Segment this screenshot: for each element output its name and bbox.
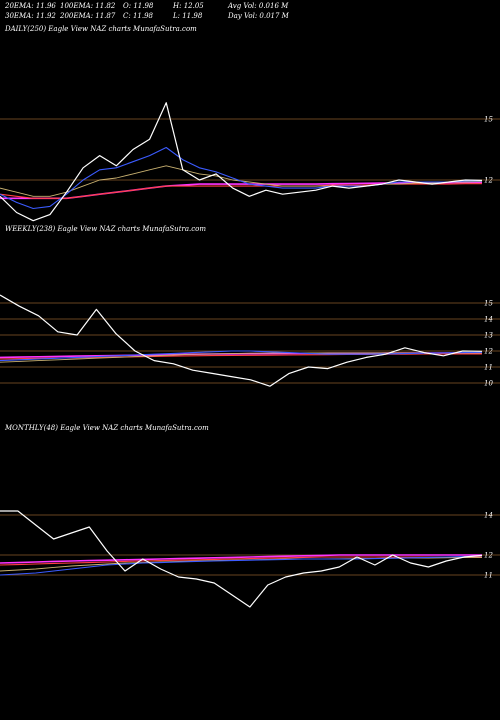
price-line xyxy=(0,510,483,608)
stat-ema20: 20EMA: 11.96 xyxy=(5,2,56,10)
stat-ema100: 100EMA: 11.82 xyxy=(60,2,116,10)
ema-khaki-line xyxy=(0,352,482,363)
monthly-panel-label: MONTHLY(48) Eagle View NAZ charts Munafa… xyxy=(5,424,209,432)
y-tick-label: 14 xyxy=(484,512,493,520)
ema-blue-line xyxy=(0,350,483,362)
stat-close: C: 11.98 xyxy=(123,12,153,20)
y-tick-label: 15 xyxy=(484,300,493,308)
stat-day-vol: Day Vol: 0.017 M xyxy=(228,12,289,20)
ema-pink-line xyxy=(0,554,482,564)
y-tick-label: 12 xyxy=(484,552,493,560)
y-tick-label: 11 xyxy=(484,572,493,580)
weekly-panel-label: WEEKLY(238) Eagle View NAZ charts Munafa… xyxy=(5,225,207,233)
stat-avg-vol: Avg Vol: 0.016 M xyxy=(228,2,289,10)
ema-red-line xyxy=(0,183,482,199)
y-tick-label: 11 xyxy=(484,364,493,372)
ema-blue-line xyxy=(0,555,483,576)
price-line xyxy=(0,294,483,387)
y-tick-label: 14 xyxy=(484,316,493,324)
monthly-chart: 14 12 11 xyxy=(0,510,500,608)
stat-open: O: 11.98 xyxy=(123,2,154,10)
y-tick-label: 12 xyxy=(484,348,493,356)
stat-ema30: 30EMA: 11.92 xyxy=(5,12,56,20)
ema-red-line xyxy=(0,556,482,566)
ema-blue-line xyxy=(0,146,483,210)
stat-high: H: 12.05 xyxy=(173,2,204,10)
y-tick-label: 10 xyxy=(484,380,493,388)
weekly-chart: 15 14 13 12 11 10 xyxy=(0,294,500,388)
daily-panel-label: DAILY(250) Eagle View NAZ charts MunafaS… xyxy=(5,25,197,33)
price-line xyxy=(0,102,483,222)
y-tick-label: 12 xyxy=(484,177,493,185)
y-tick-label: 15 xyxy=(484,116,493,124)
stat-low: L: 11.98 xyxy=(173,12,203,20)
stat-ema200: 200EMA: 11.87 xyxy=(60,12,116,20)
y-tick-label: 13 xyxy=(484,332,493,340)
